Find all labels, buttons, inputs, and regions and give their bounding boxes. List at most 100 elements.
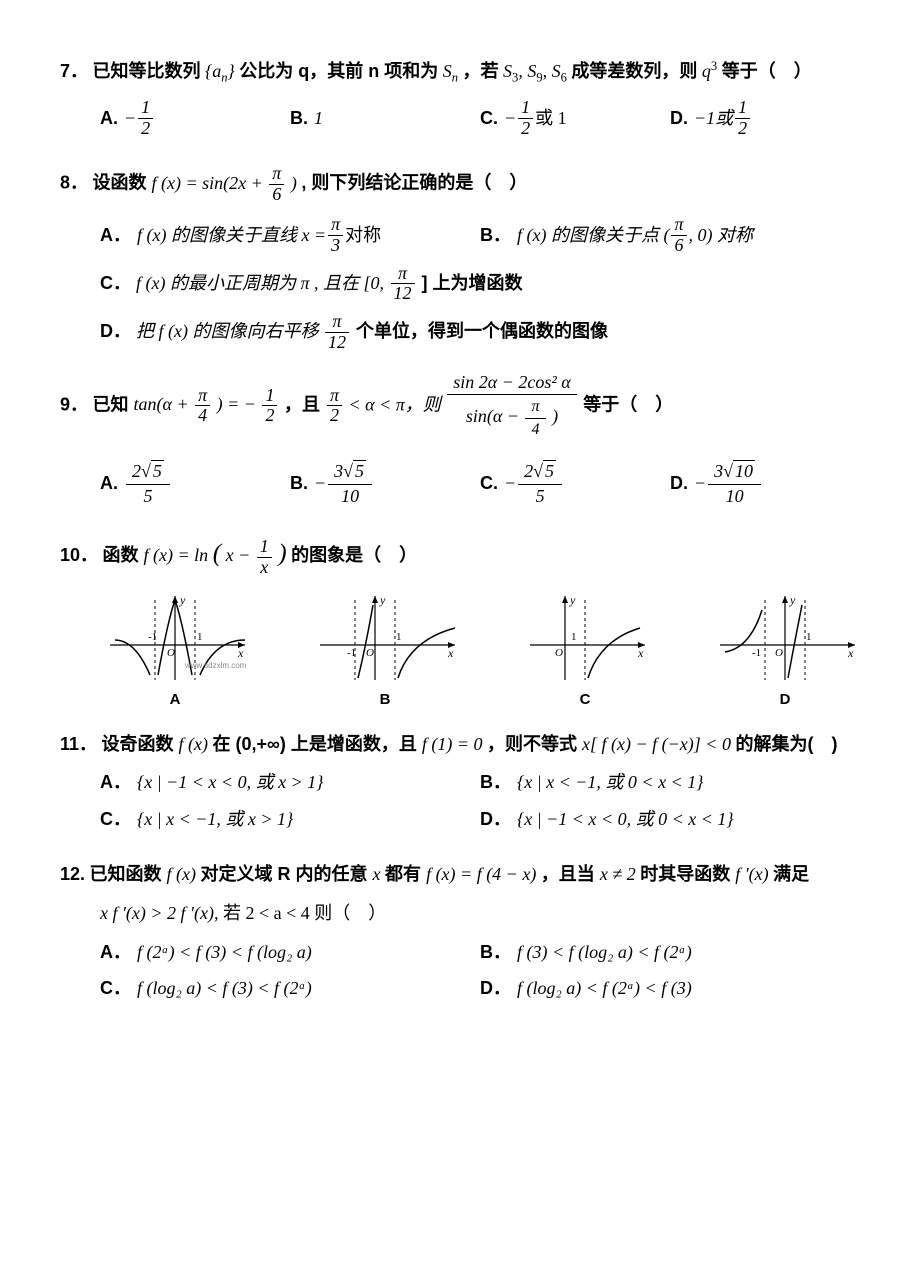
q12-opt-b[interactable]: B． f (3) < f (log₂ a) < f (2ᵃ) bbox=[480, 938, 860, 967]
q9-pre: 已知 bbox=[93, 394, 134, 414]
q12-opt-c[interactable]: C． f (log₂ a) < f (3) < f (2ᵃ) bbox=[100, 974, 480, 1003]
q11-opt-a[interactable]: A． {x | −1 < x < 0, 或 x > 1} bbox=[100, 768, 480, 797]
q7-number: 7． bbox=[60, 61, 88, 81]
q7-opt-d-label: D. bbox=[670, 104, 688, 133]
svg-text:O: O bbox=[167, 647, 175, 659]
q9-a-lab: A. bbox=[100, 469, 118, 498]
q7-opt-d[interactable]: D. −1或 12 bbox=[670, 98, 860, 139]
q10-graph-b[interactable]: -1 1 O x y B bbox=[310, 590, 460, 712]
q9-opt-b[interactable]: B. − 3√5 10 bbox=[290, 459, 480, 508]
q11-opt-b[interactable]: B． {x | x < −1, 或 0 < x < 1} bbox=[480, 768, 860, 797]
q12-a-lab: A． bbox=[100, 938, 131, 967]
q7-opt-a-frac: 12 bbox=[138, 98, 153, 139]
q7-opt-d-pre: −1或 bbox=[694, 104, 733, 133]
q9-tan: tan(α + π4 ) = − 12 bbox=[134, 394, 284, 414]
q9-end: 等于（ ） bbox=[583, 394, 673, 414]
svg-text:y: y bbox=[379, 593, 386, 607]
q11-pre: 设奇函数 bbox=[102, 734, 179, 754]
question-12: 12. 已知函数 f (x) 对定义域 R 内的任意 x 都有 f (x) = … bbox=[60, 860, 860, 1011]
graph-b-svg: -1 1 O x y bbox=[310, 590, 460, 686]
q8-opt-d[interactable]: D． 把 f (x) 的图像向右平移 π12 个单位，得到一个偶函数的图像 bbox=[100, 312, 860, 353]
q9-mid: ，且 bbox=[284, 394, 325, 414]
q7-opt-b-text: 1 bbox=[314, 104, 323, 133]
q9-opt-a[interactable]: A. 2√5 5 bbox=[100, 459, 290, 508]
q12-stem: 12. 已知函数 f (x) 对定义域 R 内的任意 x 都有 f (x) = … bbox=[60, 860, 860, 889]
q10-graph-d[interactable]: -1 1 O x y D bbox=[710, 590, 860, 712]
q8-stem: 8． 设函数 f (x) = sin(2x + π6 ) , 则下列结论正确的是… bbox=[60, 164, 860, 205]
q12-opt-d[interactable]: D． f (log₂ a) < f (2ᵃ) < f (3) bbox=[480, 974, 860, 1003]
q8-opt-c[interactable]: C． f (x) 的最小正周期为 π , 且在 [0, π12 ] 上为增函数 bbox=[100, 264, 860, 305]
q11-options: A． {x | −1 < x < 0, 或 x > 1} B． {x | x <… bbox=[100, 768, 860, 842]
svg-text:1: 1 bbox=[806, 631, 812, 643]
q8-b-lab: B． bbox=[480, 221, 511, 250]
q7-opt-b[interactable]: B. 1 bbox=[290, 98, 480, 139]
q11-mid2: ，则不等式 bbox=[487, 734, 582, 754]
q10-label-c: C bbox=[520, 688, 650, 712]
q8-d-frac: π12 bbox=[325, 312, 349, 353]
q11-b-set: {x | x < −1, 或 0 < x < 1} bbox=[517, 768, 703, 797]
q7-opt-c-neg: − bbox=[504, 104, 516, 133]
q9-opt-d[interactable]: D. − 3√10 10 bbox=[670, 459, 860, 508]
svg-text:y: y bbox=[569, 593, 576, 607]
q8-a-lab: A． bbox=[100, 221, 131, 250]
q12-number: 12. bbox=[60, 864, 85, 884]
q7-opt-c[interactable]: C. − 12 或 1 bbox=[480, 98, 670, 139]
q10-pre: 函数 bbox=[103, 545, 144, 565]
svg-text:1: 1 bbox=[571, 631, 577, 643]
svg-text:x: x bbox=[847, 646, 854, 660]
q11-stem: 11． 设奇函数 f (x) 在 (0,+∞) 上是增函数，且 f (1) = … bbox=[60, 730, 860, 759]
svg-text:y: y bbox=[179, 593, 186, 607]
q11-a-set: {x | −1 < x < 0, 或 x > 1} bbox=[137, 768, 323, 797]
q11-c-set: {x | x < −1, 或 x > 1} bbox=[137, 805, 293, 834]
q7-stem: 7． 已知等比数列 {an} 公比为 q，其前 n 项和为 Sn ，若 S3, … bbox=[60, 56, 860, 88]
q12-options: A． f (2ᵃ) < f (3) < f (log₂ a) B． f (3) … bbox=[100, 938, 860, 1012]
q11-opt-c[interactable]: C． {x | x < −1, 或 x > 1} bbox=[100, 805, 480, 834]
q7-opt-a[interactable]: A. − 12 bbox=[100, 98, 290, 139]
q11-ineq: x[ f (x) − f (−x)] < 0 bbox=[582, 734, 731, 754]
svg-text:x: x bbox=[447, 646, 454, 660]
q12-x: x bbox=[373, 864, 381, 884]
q12-opt-a[interactable]: A． f (2ᵃ) < f (3) < f (log₂ a) bbox=[100, 938, 480, 967]
q12-a-expr: f (2ᵃ) < f (3) < f (log₂ a) bbox=[137, 938, 312, 967]
q8-d-lab: D． bbox=[100, 321, 131, 341]
q12-mid3: ，且当 bbox=[541, 864, 600, 884]
q12-c-expr: f (log₂ a) < f (3) < f (2ᵃ) bbox=[137, 974, 312, 1003]
svg-text:O: O bbox=[775, 647, 783, 659]
q7-seq: {an} bbox=[205, 61, 235, 81]
graph-d-svg: -1 1 O x y bbox=[710, 590, 860, 686]
q7-S3S9S6: S3, S9, S6 bbox=[503, 61, 571, 81]
svg-text:-1: -1 bbox=[752, 647, 761, 659]
q9-c-lab: C. bbox=[480, 469, 498, 498]
q8-opt-a[interactable]: A． f (x) 的图像关于直线 x = π3 对称 bbox=[100, 215, 480, 256]
q12-neq: x ≠ 2 bbox=[600, 864, 636, 884]
q10-graph-c[interactable]: 1 O x y C bbox=[520, 590, 650, 712]
q10-number: 10． bbox=[60, 545, 98, 565]
q10-label-d: D bbox=[710, 688, 860, 712]
q8-opt-b[interactable]: B． f (x) 的图像关于点 ( π6 , 0) 对称 bbox=[480, 215, 860, 256]
q8-row1: A． f (x) 的图像关于直线 x = π3 对称 B． f (x) 的图像关… bbox=[100, 215, 860, 264]
question-11: 11． 设奇函数 f (x) 在 (0,+∞) 上是增函数，且 f (1) = … bbox=[60, 730, 860, 842]
q9-a-frac: 2√5 5 bbox=[126, 459, 170, 508]
q11-cond: f (1) = 0 bbox=[422, 734, 483, 754]
q7-opt-c-frac: 12 bbox=[518, 98, 533, 139]
q12-fn: f (x) bbox=[167, 864, 196, 884]
q12-b-lab: B． bbox=[480, 938, 511, 967]
q11-number: 11． bbox=[60, 734, 97, 754]
q11-d-set: {x | −1 < x < 0, 或 0 < x < 1} bbox=[517, 805, 734, 834]
q8-c-frac: π12 bbox=[391, 264, 415, 305]
q12-fprime: f ′(x) bbox=[735, 864, 768, 884]
q8-d-pre: 把 f (x) 的图像向右平移 bbox=[136, 321, 323, 341]
svg-text:O: O bbox=[555, 647, 563, 659]
q7-text-3: ，若 bbox=[463, 61, 499, 81]
q9-bigfrac: sin 2α − 2cos² α sin(α − π4 ) bbox=[447, 371, 576, 441]
q7-q3: q3 bbox=[702, 61, 717, 81]
q9-opt-c[interactable]: C. − 2√5 5 bbox=[480, 459, 670, 508]
q11-opt-d[interactable]: D． {x | −1 < x < 0, 或 0 < x < 1} bbox=[480, 805, 860, 834]
graph-c-svg: 1 O x y bbox=[520, 590, 650, 686]
q10-graph-a[interactable]: -1 1 O x y www.sdzxlm.com A bbox=[100, 590, 250, 712]
q10-fn: f (x) = ln ( x − 1x ) bbox=[144, 545, 292, 565]
q7-options: A. − 12 B. 1 C. − 12 或 1 D. −1或 12 bbox=[100, 98, 860, 147]
svg-text:y: y bbox=[789, 593, 796, 607]
q8-text-2: , 则下列结论正确的是（ ） bbox=[301, 173, 527, 193]
q7-Sn: Sn bbox=[443, 61, 463, 81]
